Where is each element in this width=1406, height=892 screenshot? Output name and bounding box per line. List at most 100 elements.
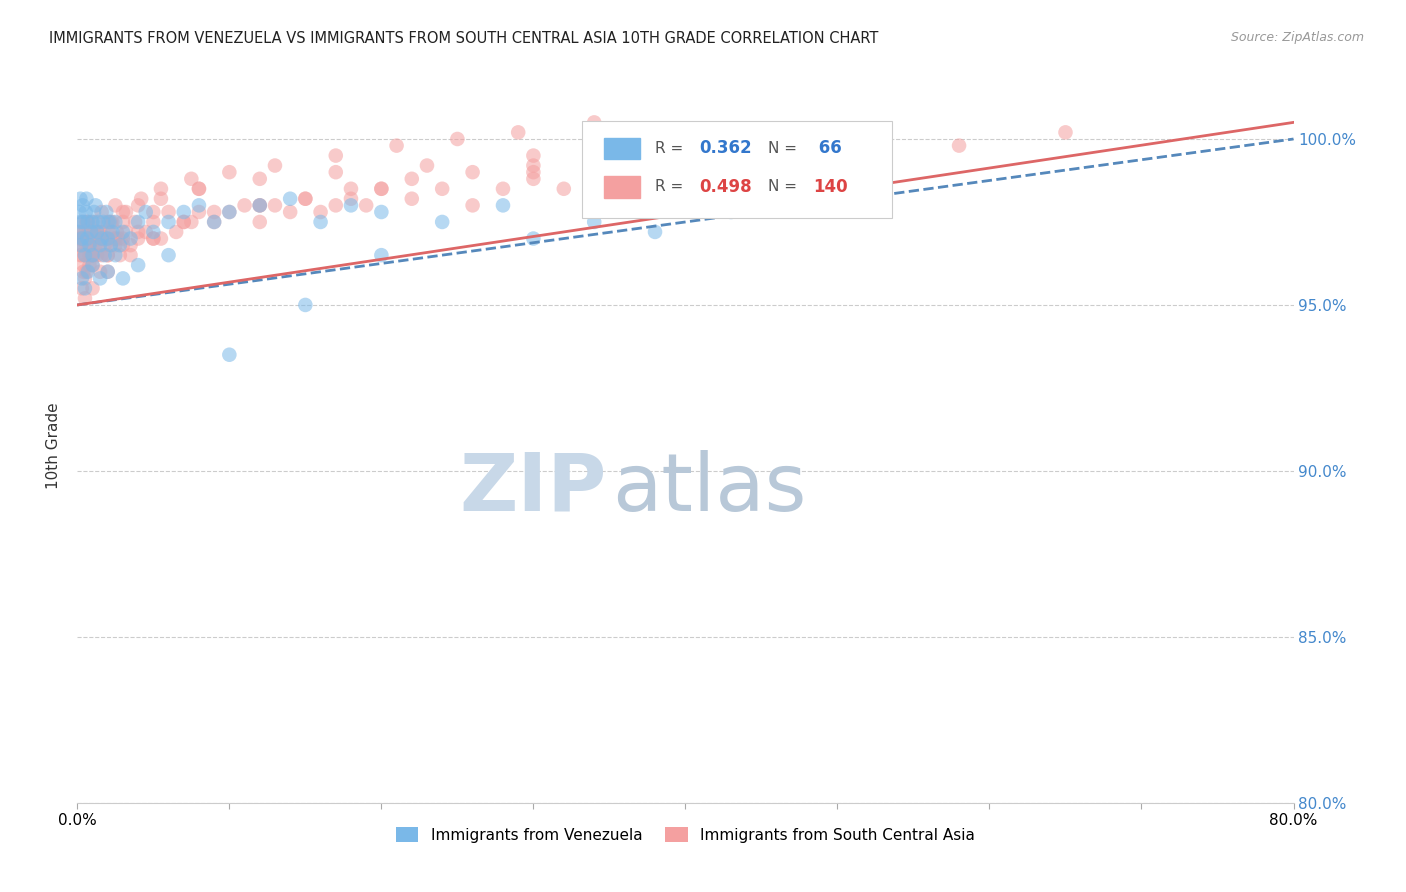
Point <box>233 198 256 212</box>
Point <box>1054 125 1077 139</box>
Point <box>70 281 93 295</box>
Point <box>188 205 211 219</box>
Point <box>101 225 124 239</box>
Point <box>97 231 120 245</box>
Point <box>70 238 93 252</box>
Point <box>111 215 134 229</box>
Point <box>704 165 727 179</box>
Point <box>84 198 107 212</box>
Point <box>73 248 96 262</box>
Point <box>385 138 408 153</box>
Point <box>100 215 122 229</box>
Point <box>91 225 114 239</box>
Point <box>70 271 93 285</box>
Point <box>70 231 93 245</box>
Point <box>127 215 149 229</box>
Point <box>598 171 620 186</box>
Point <box>127 225 149 239</box>
Point <box>522 159 544 173</box>
Point <box>86 231 108 245</box>
Point <box>325 198 347 212</box>
Point <box>73 271 96 285</box>
Point <box>173 215 195 229</box>
Point <box>127 231 149 245</box>
Point <box>278 205 301 219</box>
Point <box>90 248 112 262</box>
Point <box>86 248 108 262</box>
Point <box>553 182 575 196</box>
Point <box>82 231 104 245</box>
Point <box>69 192 91 206</box>
Point <box>583 215 606 229</box>
Point <box>73 291 96 305</box>
Point <box>82 258 104 272</box>
Point <box>87 225 110 239</box>
Point <box>340 192 363 206</box>
Point <box>104 238 127 252</box>
Point <box>69 231 91 245</box>
Point <box>135 205 157 219</box>
Point <box>173 205 195 219</box>
Point <box>82 231 104 245</box>
Point <box>294 192 316 206</box>
Point <box>249 198 271 212</box>
Point <box>370 182 392 196</box>
Point <box>401 171 423 186</box>
Point <box>100 238 122 252</box>
Point <box>370 182 392 196</box>
Point <box>644 138 666 153</box>
Point <box>149 192 172 206</box>
Point <box>142 231 165 245</box>
Text: Source: ZipAtlas.com: Source: ZipAtlas.com <box>1230 31 1364 45</box>
Point <box>76 215 98 229</box>
Point <box>294 192 316 206</box>
Point <box>202 215 225 229</box>
Point <box>165 225 187 239</box>
Point <box>127 198 149 212</box>
Text: R =: R = <box>655 141 688 156</box>
Point <box>111 271 134 285</box>
Y-axis label: 10th Grade: 10th Grade <box>46 402 62 490</box>
Point <box>120 248 142 262</box>
Point <box>180 215 202 229</box>
Point <box>370 248 392 262</box>
Point <box>96 205 118 219</box>
Point <box>70 248 93 262</box>
Point <box>508 125 530 139</box>
Point <box>325 148 347 162</box>
Text: 66: 66 <box>813 139 842 157</box>
Point <box>188 182 211 196</box>
Point <box>89 238 111 252</box>
Point <box>82 215 104 229</box>
Text: 140: 140 <box>813 178 848 196</box>
Point <box>370 205 392 219</box>
Point <box>264 198 287 212</box>
Point <box>75 205 97 219</box>
Point <box>416 159 439 173</box>
Point <box>948 138 970 153</box>
Point <box>173 215 195 229</box>
Point <box>97 265 120 279</box>
Point <box>72 215 94 229</box>
Point <box>583 115 606 129</box>
Point <box>98 215 121 229</box>
Point <box>249 198 271 212</box>
Point <box>188 182 211 196</box>
Point <box>218 205 240 219</box>
Point <box>111 231 134 245</box>
Point <box>127 258 149 272</box>
Point <box>142 205 165 219</box>
Point <box>91 215 114 229</box>
Point <box>75 192 97 206</box>
Point <box>86 225 108 239</box>
Point <box>87 238 110 252</box>
Point <box>104 231 127 245</box>
Point <box>157 248 180 262</box>
Point <box>218 165 240 179</box>
Point <box>96 231 118 245</box>
Point <box>522 171 544 186</box>
Point <box>111 238 134 252</box>
Point <box>89 271 111 285</box>
Point <box>70 238 93 252</box>
Point <box>97 248 120 262</box>
